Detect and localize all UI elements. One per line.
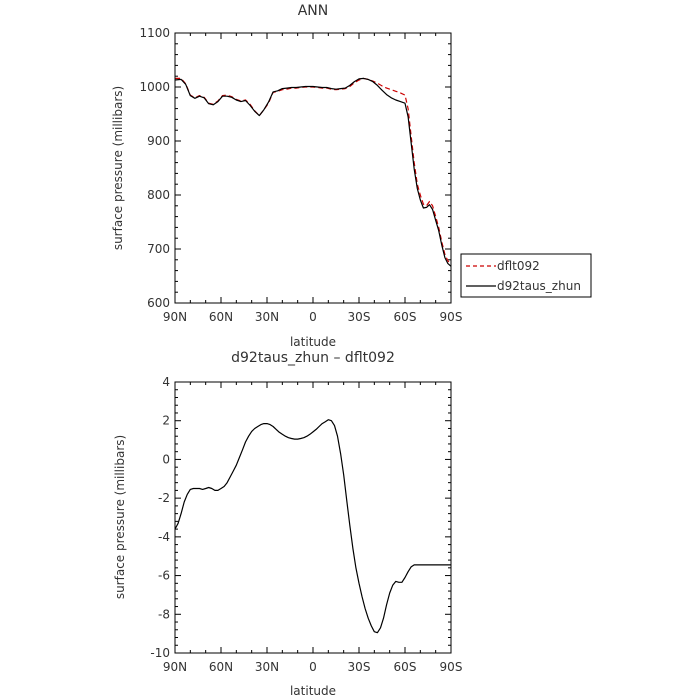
panel-annual-mean: ANN latitude surface pressure (millibars… xyxy=(111,3,592,349)
x-tick-label: 90S xyxy=(440,310,463,324)
x-tick-label: 0 xyxy=(309,310,317,324)
x-tick-label: 90N xyxy=(163,310,187,324)
legend: dflt092 d92taus_zhun xyxy=(460,253,592,298)
x-tick-label: 60N xyxy=(209,660,233,674)
series-line-d92taus-zhun xyxy=(174,77,452,267)
y-tick-label: 900 xyxy=(147,134,170,148)
x-tick-label: 30S xyxy=(348,660,371,674)
x-tick-label: 30N xyxy=(255,660,279,674)
panel-0-title: ANN xyxy=(298,3,329,19)
y-tick-label: 0 xyxy=(162,452,170,466)
x-tick-label: 90N xyxy=(163,660,187,674)
y-tick-label: 4 xyxy=(162,375,170,389)
x-tick-label: 0 xyxy=(309,660,317,674)
panel-0-axes: 600 700 800 900 1000 1100 90N 60N 30N 0 30S 60S 90S xyxy=(139,26,462,324)
panel-0-series xyxy=(174,77,452,267)
y-tick-label: 700 xyxy=(147,242,170,256)
x-tick-label: 60N xyxy=(209,310,233,324)
y-tick-label: -4 xyxy=(158,530,170,544)
x-tick-label: 60S xyxy=(394,660,417,674)
panel-difference: d92taus_zhun – dflt092 latitude surface … xyxy=(113,350,462,698)
legend-label-d92taus-zhun: d92taus_zhun xyxy=(497,279,581,293)
panel-0-ylabel: surface pressure (millibars) xyxy=(111,86,125,250)
legend-label-dflt092: dflt092 xyxy=(497,259,540,273)
series-line-dflt092 xyxy=(175,77,452,265)
panel-1-axes: -10 -8 -6 -4 -2 0 2 4 90N 60N 30N 0 30S 60S 90S xyxy=(150,375,462,674)
y-tick-label: -6 xyxy=(158,569,170,583)
panel-1-xlabel: latitude xyxy=(290,684,336,698)
y-tick-label: -8 xyxy=(158,607,170,621)
y-tick-label: -10 xyxy=(150,646,170,660)
panel-1-ylabel: surface pressure (millibars) xyxy=(113,435,127,599)
x-tick-label: 90S xyxy=(440,660,463,674)
panel-0-frame xyxy=(174,32,452,304)
panel-0-xlabel: latitude xyxy=(290,335,336,349)
x-tick-label: 30N xyxy=(255,310,279,324)
y-tick-label: 800 xyxy=(147,188,170,202)
panel-1-frame xyxy=(174,381,452,654)
y-tick-label: 1000 xyxy=(139,80,170,94)
legend-box xyxy=(460,253,592,298)
panel-1-title: d92taus_zhun – dflt092 xyxy=(231,350,395,366)
y-tick-label: 1100 xyxy=(139,26,170,40)
series-line-difference xyxy=(174,419,451,634)
y-tick-label: 2 xyxy=(162,414,170,428)
y-tick-label: -2 xyxy=(158,491,170,505)
x-tick-label: 30S xyxy=(348,310,371,324)
x-tick-label: 60S xyxy=(394,310,417,324)
y-tick-label: 600 xyxy=(147,296,170,310)
panel-1-series xyxy=(174,419,451,634)
